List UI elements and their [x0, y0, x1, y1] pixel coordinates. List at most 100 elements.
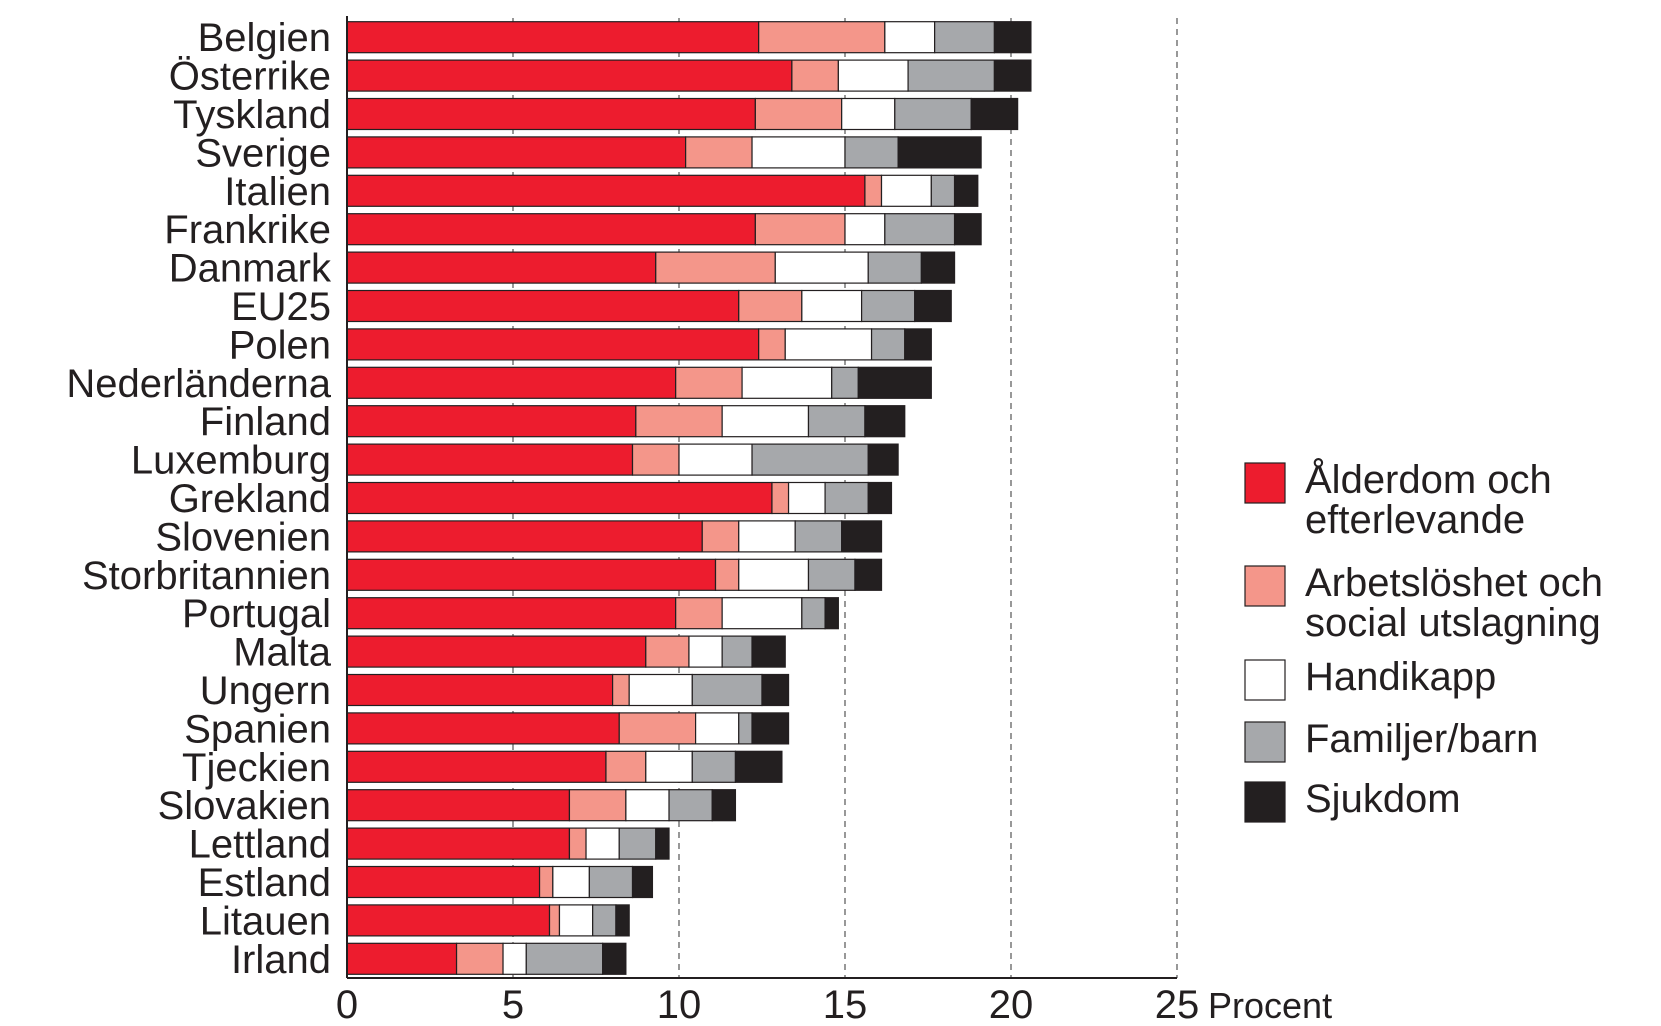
bar-segment: [675, 366, 743, 399]
bar-segment: [635, 405, 723, 438]
bar-segment: [558, 904, 594, 937]
x-tick-label: 15: [823, 983, 868, 1026]
bar-segment: [346, 328, 760, 361]
bar-segment: [588, 865, 634, 899]
category-label: Portugal: [182, 592, 331, 636]
bar-segment: [758, 328, 786, 361]
x-tick-label: 25: [1155, 983, 1200, 1026]
bar-segment: [920, 251, 956, 284]
category-label: Italien: [224, 170, 331, 214]
bar-segment: [993, 21, 1032, 54]
bar-segment: [568, 789, 627, 822]
bar-segment: [628, 673, 693, 707]
bar-segment: [738, 289, 803, 323]
bar-segment: [844, 136, 899, 169]
category-label: Slovenien: [155, 515, 331, 559]
bar-segment: [346, 865, 541, 899]
bar-segment: [502, 942, 527, 975]
bar-segment: [904, 328, 932, 361]
bar-segment: [857, 366, 932, 399]
category-label: Grekland: [169, 477, 331, 521]
category-label: Polen: [229, 323, 331, 367]
bar-segment: [346, 673, 614, 707]
bar-segment: [668, 789, 713, 822]
bar-segment: [346, 366, 677, 399]
category-label: Ungern: [200, 669, 331, 713]
bar-segment: [688, 635, 723, 668]
bar-segment: [841, 520, 883, 553]
category-label: Spanien: [184, 707, 331, 751]
bar-segment: [784, 328, 873, 361]
bar-segment: [907, 59, 996, 92]
category-labels: BelgienÖsterrikeTysklandSverigeItalienFr…: [66, 16, 332, 982]
bar-segment: [346, 520, 703, 553]
category-label: Irland: [231, 938, 331, 982]
bar-segment: [930, 174, 956, 207]
category-label: EU25: [231, 285, 331, 329]
bar-segment: [787, 481, 826, 515]
bar-segment: [751, 635, 786, 668]
x-tick-label: 5: [502, 983, 524, 1026]
bar-segment: [864, 405, 906, 438]
legend-label: Familjer/barn: [1305, 717, 1538, 761]
bar-segment: [346, 213, 756, 246]
category-label: Tjeckien: [182, 746, 331, 790]
bar-segment: [346, 97, 756, 131]
bar-segment: [346, 289, 740, 323]
bar-segment: [592, 904, 617, 937]
bar-segment: [701, 520, 740, 553]
bar-segment: [953, 174, 979, 207]
x-tick-labels: 0 5 10 15 20 25: [336, 983, 1199, 1026]
category-label: Slovakien: [158, 784, 331, 828]
bar-segment: [771, 481, 790, 515]
category-label: Österrike: [169, 55, 331, 99]
category-label: Malta: [233, 631, 332, 675]
x-unit-label: Procent: [1208, 985, 1332, 1026]
bar-segment: [714, 558, 740, 591]
bar-segment: [346, 597, 677, 630]
bar-segment: [346, 481, 773, 515]
bar-segment: [346, 827, 571, 860]
bar-segment: [870, 328, 906, 361]
bar-segment: [721, 635, 753, 668]
bar-segment: [538, 865, 554, 899]
bar-segment: [854, 558, 883, 591]
x-tick-label: 0: [336, 983, 358, 1026]
bar-segment: [548, 904, 561, 937]
bar-segment: [346, 904, 551, 937]
bar-segment: [754, 97, 843, 131]
bar-segment: [691, 750, 737, 783]
bar-segment: [880, 174, 932, 207]
bar-segment: [675, 597, 723, 630]
bar-segment: [741, 366, 833, 399]
bar-segment: [970, 97, 1019, 131]
bar-segment: [794, 520, 843, 553]
bar-segment: [897, 136, 982, 169]
bar-segment: [611, 673, 630, 707]
bar-segment: [807, 558, 856, 591]
bar-segment: [346, 635, 647, 668]
category-label: Estland: [198, 861, 331, 905]
bar-segment: [346, 750, 607, 783]
bar-segment: [655, 827, 670, 860]
bar-segment: [751, 712, 790, 745]
category-label: Luxemburg: [131, 439, 331, 483]
category-label: Tyskland: [173, 93, 331, 137]
bar-segment: [525, 942, 604, 975]
bar-segment: [645, 635, 690, 668]
bar-segment: [685, 136, 753, 169]
bar-segment: [751, 443, 869, 476]
bar-segment: [615, 904, 630, 937]
legend-label: Handikapp: [1305, 655, 1496, 699]
bar-segment: [751, 136, 846, 169]
bar-segment: [721, 597, 803, 630]
bar-segment: [618, 827, 657, 860]
bar-segment: [801, 597, 826, 630]
category-label: Danmark: [169, 247, 332, 291]
bar-segment: [844, 213, 886, 246]
bar-segment: [734, 750, 783, 783]
bar-segment: [867, 251, 922, 284]
bar-segment: [801, 289, 863, 323]
bar-segment: [738, 712, 753, 745]
